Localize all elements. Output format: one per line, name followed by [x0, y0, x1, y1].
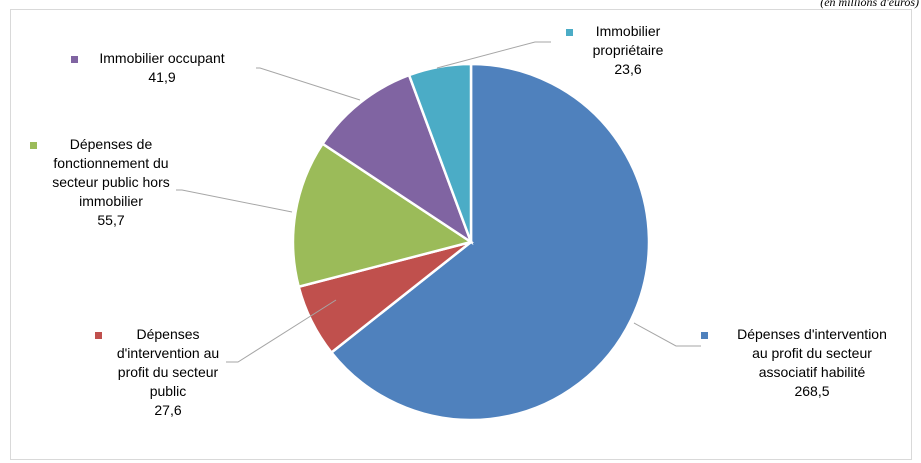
legend-key-marker	[701, 332, 708, 339]
chart-frame	[10, 9, 912, 460]
legend-key-marker	[566, 29, 573, 36]
pie-slice	[407, 62, 473, 243]
legend-key-marker	[95, 332, 102, 339]
pie-slice	[291, 142, 475, 289]
leader-line	[256, 67, 361, 101]
data-label-category: Immobilier occupant	[99, 50, 224, 66]
data-label-category: secteur public hors	[52, 174, 170, 190]
legend-key-marker	[71, 56, 78, 63]
data-label-category: public	[150, 383, 187, 399]
data-label-category: au profit du secteur	[752, 345, 872, 361]
data-label-category: Dépenses d'intervention	[737, 326, 887, 342]
leader-line	[226, 299, 337, 363]
data-label-value: 268,5	[794, 383, 829, 399]
data-label-category: Dépenses	[136, 326, 199, 342]
data-label-category: associatif habilité	[759, 364, 866, 380]
data-label-value: 27,6	[154, 402, 181, 418]
data-label-category: fonctionnement du	[53, 155, 168, 171]
pie-slice	[329, 62, 651, 422]
data-label-category: d'intervention au	[117, 345, 219, 361]
data-label-category: profit du secteur	[118, 364, 219, 380]
data-label-category: Dépenses de	[70, 136, 153, 152]
data-label-category: propriétaire	[593, 42, 664, 58]
legend-key-marker	[30, 142, 37, 149]
leader-line	[176, 189, 293, 213]
unit-note: (en millions d'euros)	[820, 0, 919, 9]
data-label-value: 41,9	[148, 69, 175, 85]
data-label-category: Immobilier	[596, 23, 661, 39]
pie-slice	[320, 73, 474, 246]
data-label-category: immobilier	[79, 193, 143, 209]
data-label-value: 55,7	[97, 212, 124, 228]
leader-line	[633, 322, 701, 347]
leader-line	[436, 41, 551, 69]
data-label-value: 23,6	[614, 61, 641, 77]
